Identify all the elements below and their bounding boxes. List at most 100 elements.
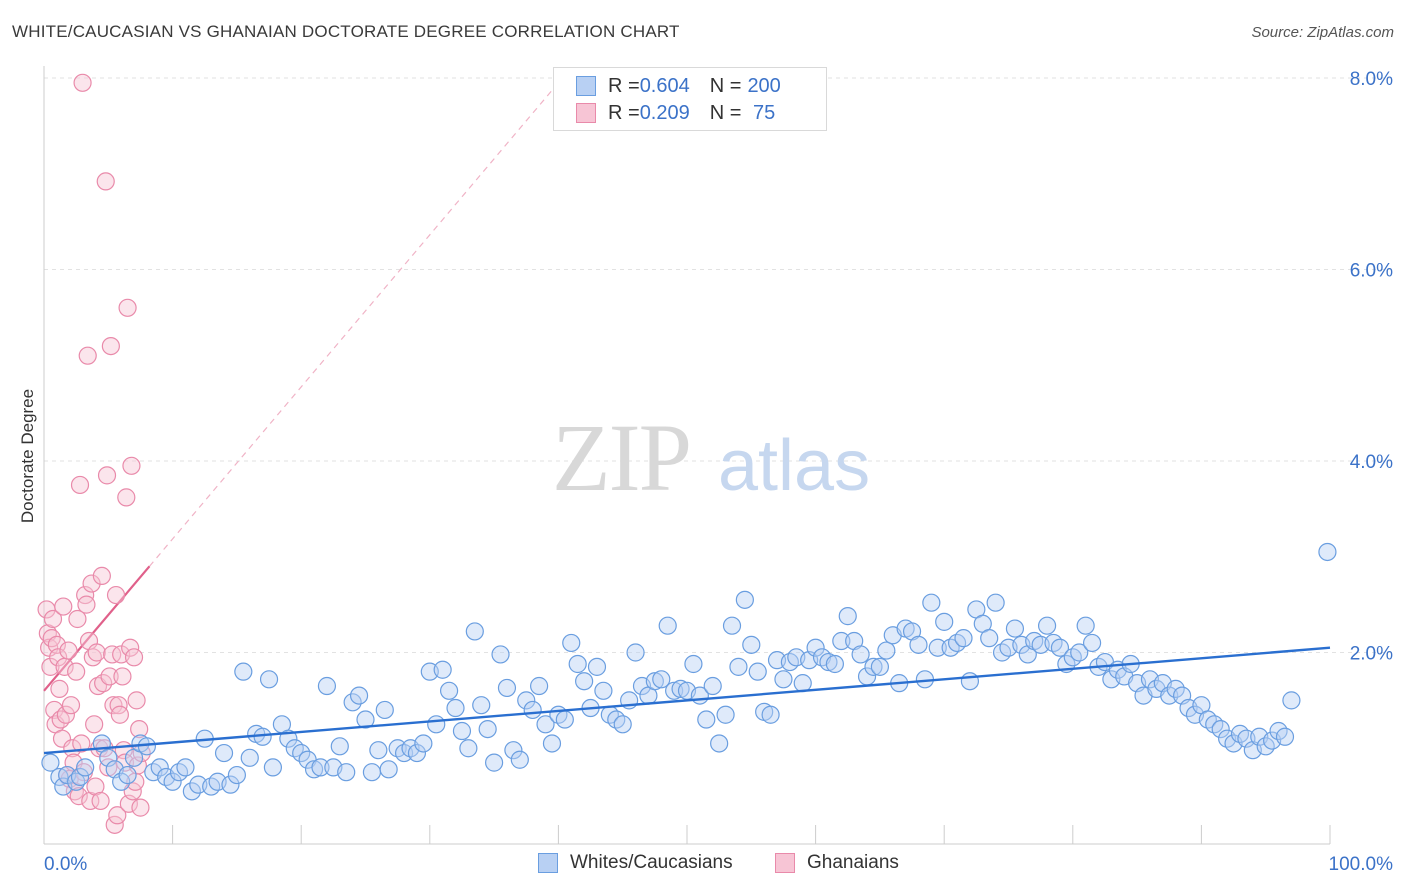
ghanaians-trend-solid [43, 565, 151, 692]
whites-point [716, 705, 735, 724]
ghanaians-point [100, 667, 119, 686]
whites-point [112, 772, 131, 791]
whites-point [259, 670, 279, 689]
whites-point [626, 643, 645, 662]
whites-point [523, 700, 542, 720]
whites-point [1037, 616, 1057, 635]
ghanaians-point [54, 597, 73, 616]
correlation-legend: R = 0.604 N = 200 R = 0.209 N = 75 [553, 67, 827, 131]
whites-point [684, 654, 703, 674]
ghanaians-point [76, 585, 95, 605]
watermark: ZIP atlas [552, 404, 870, 511]
ghanaians-point [50, 679, 69, 698]
whites-point [1282, 691, 1301, 710]
watermark-zip: ZIP [552, 404, 690, 511]
whites-point [774, 670, 793, 689]
whites-point [922, 593, 941, 612]
whites-point [459, 739, 478, 758]
whites-point [182, 782, 201, 801]
ghanaians-point [78, 346, 97, 365]
whites-point [645, 672, 664, 691]
whites-point [433, 660, 452, 679]
ghanaians-point [61, 696, 81, 715]
whites-point [587, 657, 607, 676]
whites-point [710, 734, 729, 753]
whites-point [375, 700, 394, 720]
y-axis-label: Doctorate Degree [18, 389, 37, 523]
whites-point [263, 758, 283, 777]
ghanaians-point [118, 298, 137, 317]
x-tick-label-min: 0.0% [44, 854, 87, 875]
legend-label-ghanaians: Ghanaians [807, 852, 899, 873]
whites-point [761, 705, 780, 724]
ghanaians-point [67, 662, 86, 681]
legend-r-value: 0.604 [639, 74, 690, 97]
ghanaians-trendline [43, 82, 559, 692]
ghanaians-point [69, 787, 88, 806]
ghanaians-point [109, 696, 128, 715]
whites-point [234, 662, 253, 681]
ghanaians-point [73, 73, 92, 92]
legend-swatch-pink [775, 853, 795, 873]
whites-point [227, 765, 246, 785]
whites-point [41, 753, 60, 772]
whites-point [1160, 686, 1179, 705]
whites-point [330, 737, 349, 756]
whites-point [337, 763, 356, 782]
whites-point [369, 741, 388, 760]
legend-swatch-pink [576, 103, 596, 123]
whites-point [214, 743, 234, 763]
whites-point [304, 760, 324, 779]
whites-point [825, 654, 844, 674]
whites-point [311, 758, 330, 777]
whites-point [832, 631, 851, 651]
whites-point [793, 674, 812, 693]
whites-point [465, 622, 484, 641]
x-tick-labels: 0.0% 100.0% [44, 854, 1393, 875]
ghanaians-point [94, 674, 113, 693]
whites-point [292, 743, 311, 763]
ghanaians-point [87, 643, 106, 662]
y-tick-labels: 2.0% 4.0% 6.0% 8.0% [1350, 69, 1393, 665]
legend-row-whites: R = 0.604 N = 200 [576, 73, 781, 99]
whites-point [530, 676, 549, 696]
gridlines [44, 77, 1392, 653]
ghanaians-point [68, 609, 87, 629]
whites-point [562, 633, 581, 653]
whites-point [517, 691, 536, 710]
whites-point [954, 629, 973, 648]
whites-point [1275, 727, 1295, 746]
ghanaians-point [81, 791, 100, 811]
ghanaians-point [113, 667, 132, 686]
whites-point [1082, 633, 1102, 653]
whites-point [446, 698, 465, 718]
ghanaians-point [130, 719, 149, 739]
ghanaians-point [127, 691, 146, 710]
whites-trend-line [43, 646, 1331, 755]
whites-point [407, 743, 427, 763]
ghanaians-point [101, 337, 120, 356]
source-label: Source: ZipAtlas.com [1251, 24, 1394, 41]
legend-item-whites: Whites/Caucasians [538, 852, 733, 874]
legend-n-label: N = [709, 74, 742, 97]
whites-point [343, 693, 362, 712]
ghanaians-point [131, 798, 150, 817]
ghanaians-point [122, 456, 141, 475]
whites-point [1070, 643, 1089, 662]
whites-point [70, 767, 90, 787]
whites-point [163, 772, 182, 791]
whites-point [555, 710, 574, 729]
whites-point [491, 645, 510, 664]
ghanaians-point [121, 638, 140, 657]
legend-row-ghanaians: R = 0.209 N = 75 [576, 100, 775, 126]
ghanaians-point [41, 657, 60, 676]
whites-point [806, 638, 825, 657]
whites-point [439, 681, 459, 700]
whites-point [909, 635, 928, 654]
whites-point [735, 590, 754, 609]
whites-point [697, 710, 716, 729]
ghanaians-point [49, 648, 68, 667]
legend-n-value: 200 [747, 74, 781, 97]
legend-n-value: 75 [747, 101, 776, 124]
ghanaians-point [108, 806, 127, 825]
